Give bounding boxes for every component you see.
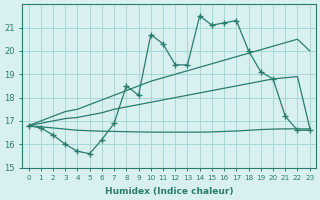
X-axis label: Humidex (Indice chaleur): Humidex (Indice chaleur) xyxy=(105,187,233,196)
